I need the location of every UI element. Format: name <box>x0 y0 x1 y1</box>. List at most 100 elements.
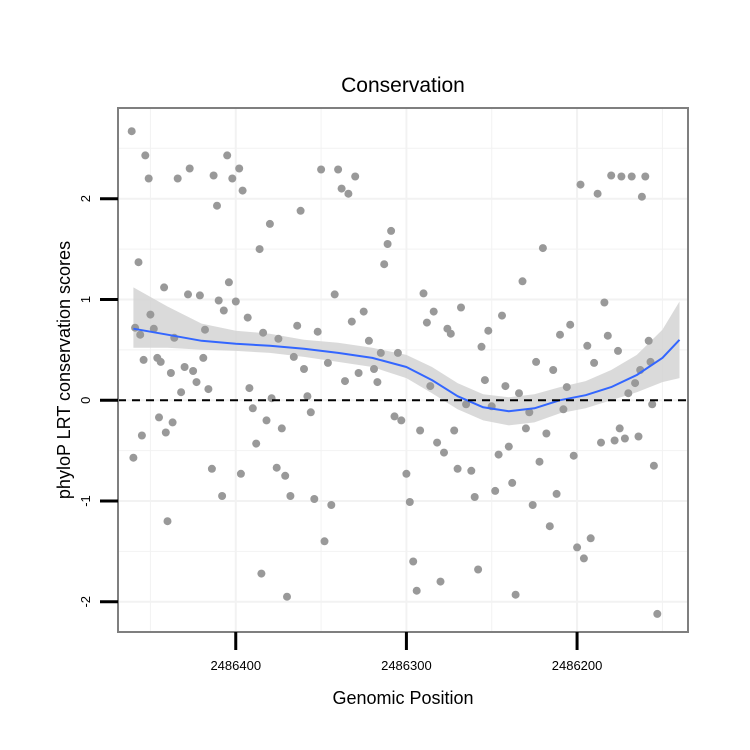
data-point <box>310 495 319 503</box>
y-tick-label: 0 <box>78 397 93 404</box>
data-point <box>248 404 257 413</box>
data-point <box>433 438 442 447</box>
data-point <box>218 492 227 500</box>
data-point <box>184 290 192 299</box>
data-point <box>615 424 624 433</box>
data-point <box>535 457 544 466</box>
data-point <box>480 376 489 385</box>
y-tick-label: -2 <box>78 596 93 608</box>
data-point <box>323 358 332 367</box>
data-point <box>397 416 406 425</box>
x-tick-label: 2486300 <box>381 658 432 673</box>
chart-title: Conservation <box>341 74 465 97</box>
data-point <box>272 463 281 472</box>
data-point <box>300 365 308 373</box>
data-point <box>607 171 616 180</box>
data-point <box>255 245 264 254</box>
x-tick-label: 2486200 <box>552 658 603 673</box>
data-point <box>579 554 588 563</box>
data-point <box>177 388 186 397</box>
grid-lines <box>118 108 688 632</box>
data-point <box>354 369 363 377</box>
data-point <box>597 438 605 447</box>
data-point <box>161 428 170 437</box>
data-point <box>474 565 483 574</box>
data-point <box>134 258 143 267</box>
data-point <box>180 363 189 371</box>
data-point <box>405 498 414 506</box>
data-point <box>213 201 221 210</box>
data-point <box>457 303 465 312</box>
data-point <box>204 385 213 394</box>
data-point <box>542 429 551 438</box>
data-point <box>192 378 201 387</box>
data-point <box>163 517 172 526</box>
data-point <box>168 418 177 427</box>
data-point <box>649 461 658 470</box>
data-point <box>262 416 271 425</box>
data-point <box>491 486 500 495</box>
data-point <box>627 172 636 181</box>
data-point <box>199 353 208 362</box>
data-point <box>160 283 169 292</box>
data-point <box>644 336 653 345</box>
data-point <box>252 439 261 448</box>
smooth-line <box>133 327 681 413</box>
data-point <box>450 426 459 435</box>
data-point <box>286 492 295 500</box>
data-point <box>429 307 438 316</box>
data-point <box>593 189 602 198</box>
data-point <box>573 543 582 552</box>
data-point <box>370 365 378 373</box>
data-point <box>620 434 629 443</box>
data-point <box>283 592 291 601</box>
data-point <box>426 382 435 391</box>
data-point <box>223 151 232 160</box>
data-point <box>235 164 244 173</box>
data-point <box>201 325 209 334</box>
data-point <box>139 355 148 364</box>
data-point <box>317 165 326 174</box>
data-point <box>653 609 662 618</box>
data-point <box>129 453 138 462</box>
data-point <box>341 377 349 386</box>
data-point <box>207 464 216 473</box>
data-point <box>402 469 411 478</box>
data-point <box>648 400 657 409</box>
data-point <box>173 174 182 183</box>
y-tick-label: -1 <box>78 495 93 507</box>
data-point <box>320 537 329 546</box>
data-point <box>566 320 575 329</box>
y-tick-label: 2 <box>78 195 93 202</box>
data-point <box>136 330 145 339</box>
data-point <box>412 586 421 595</box>
data-point <box>525 408 534 417</box>
data-point <box>224 278 233 287</box>
data-point <box>624 389 633 398</box>
data-point <box>603 331 612 340</box>
data-point <box>484 326 493 335</box>
data-point <box>189 367 198 375</box>
data-point <box>156 357 165 366</box>
data-point <box>265 219 274 228</box>
data-point <box>511 590 520 599</box>
smooth-line-group <box>133 327 681 413</box>
data-point <box>141 151 150 160</box>
data-point <box>641 172 650 181</box>
data-point <box>518 277 527 286</box>
data-point <box>586 534 595 543</box>
data-points <box>127 127 662 618</box>
data-point <box>313 327 322 336</box>
data-point <box>146 310 155 319</box>
data-point <box>545 522 554 531</box>
data-point <box>185 164 194 173</box>
data-point <box>236 469 245 478</box>
data-point <box>515 389 523 398</box>
data-point <box>166 369 175 377</box>
data-point <box>330 290 339 299</box>
data-point <box>631 379 640 388</box>
data-point <box>144 174 153 183</box>
data-point <box>306 408 315 417</box>
data-point <box>127 127 136 136</box>
confidence-band <box>133 287 680 426</box>
